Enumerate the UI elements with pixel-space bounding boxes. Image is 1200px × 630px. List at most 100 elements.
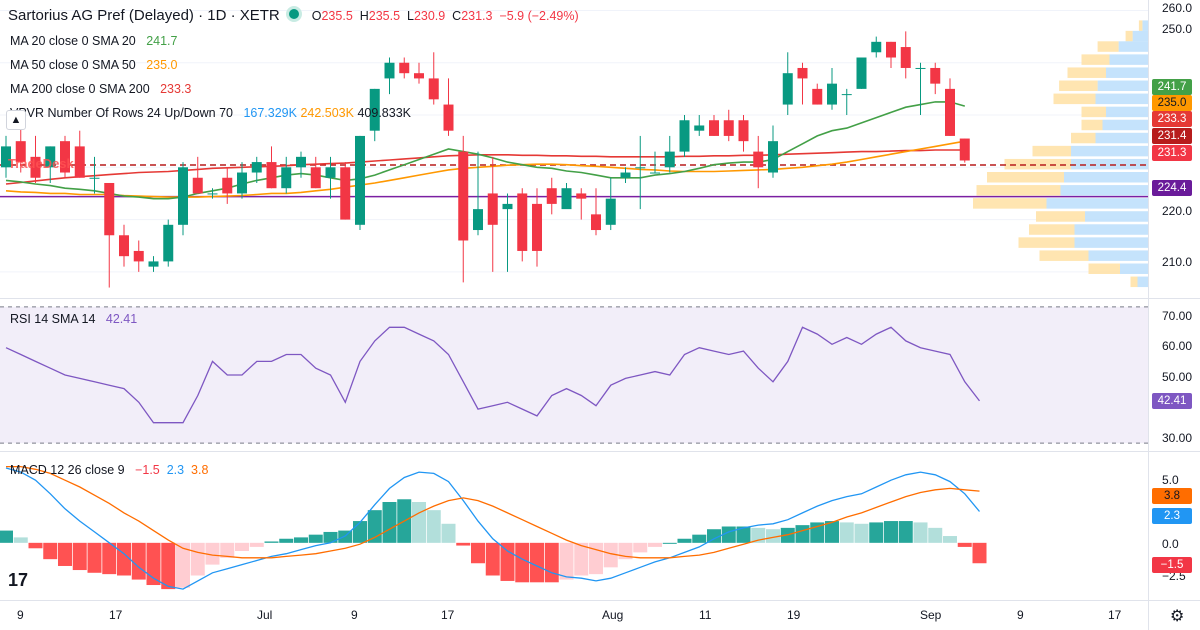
- legend-ma20[interactable]: MA 20 close 0 SMA 20 241.7: [10, 34, 178, 48]
- rsi-tick: 70.00: [1162, 309, 1193, 323]
- candle-body: [369, 88, 380, 131]
- vp-down-bar: [1102, 119, 1148, 131]
- candle-body: [900, 47, 911, 68]
- vp-down-bar: [1118, 41, 1148, 52]
- macd-hist-bar: [176, 542, 190, 588]
- vp-down-bar: [1074, 224, 1148, 235]
- vp-down-bar: [1109, 54, 1148, 65]
- macd-hist-bar: [412, 502, 426, 543]
- vp-up-bar: [1125, 30, 1133, 42]
- macd-hist-bar: [854, 523, 869, 543]
- macd-hist-bar: [58, 542, 72, 566]
- rsi-tick: 30.00: [1162, 431, 1193, 445]
- vp-down-bar: [1074, 237, 1148, 248]
- vp-down-bar: [1120, 263, 1148, 274]
- macd-hist-bar: [43, 542, 58, 560]
- legend-ma50[interactable]: MA 50 close 0 SMA 50 235.0: [10, 58, 178, 72]
- ma50-line: [5, 140, 965, 198]
- time-tick: 17: [109, 608, 123, 622]
- chart-header: Sartorius AG Pref (Delayed) · 1D · XETR O…: [8, 6, 579, 24]
- vp-down-bar: [1060, 185, 1148, 196]
- vp-down-bar: [1106, 67, 1148, 78]
- macd-hist-bar: [928, 527, 943, 543]
- macd-hist-bar: [707, 529, 721, 543]
- vp-up-bar: [1130, 276, 1138, 288]
- candle-body: [546, 188, 557, 204]
- time-tick: 19: [787, 608, 801, 622]
- vp-up-bar: [1067, 67, 1106, 78]
- hline-price-tag: 231.4: [1152, 128, 1192, 144]
- macd-hist-bar: [766, 529, 780, 543]
- macd-hist-bar: [131, 542, 146, 580]
- vp-down-bar: [1142, 20, 1148, 31]
- candle-body: [148, 261, 159, 267]
- vp-up-bar: [1004, 158, 1071, 170]
- candle-body: [133, 250, 144, 262]
- vp-up-bar: [1138, 20, 1143, 31]
- candle-body: [959, 138, 970, 161]
- market-status-dot: [285, 6, 302, 22]
- candle-body: [310, 167, 321, 189]
- vp-up-bar: [1018, 237, 1075, 248]
- macd-hist-bar: [618, 542, 633, 560]
- macd-hist-bar: [943, 536, 957, 543]
- candle-body: [591, 214, 601, 231]
- candle-body: [207, 193, 218, 195]
- candle-body: [45, 146, 56, 168]
- rsi-line: [5, 326, 981, 424]
- legend-vpvr[interactable]: VPVR Number Of Rows 24 Up/Down 70 167.32…: [10, 106, 411, 120]
- macd-hist-bar: [677, 538, 692, 543]
- candle-body: [414, 73, 424, 79]
- macd-hist-bar: [294, 537, 308, 543]
- candle-body: [222, 177, 233, 194]
- settings-gear-icon[interactable]: ⚙: [1170, 608, 1185, 625]
- rsi-tick: 50.00: [1162, 370, 1193, 384]
- legend-ma200[interactable]: MA 200 close 0 SMA 200 233.3: [10, 82, 192, 96]
- macd-hist-bar: [515, 542, 530, 583]
- vp-down-bar: [1046, 198, 1148, 209]
- macd-hist-bar: [869, 522, 884, 543]
- candle-body: [458, 151, 469, 241]
- macd-hist-bar: [898, 521, 913, 543]
- macd-tick: 0.0: [1162, 537, 1179, 551]
- legend-rsi[interactable]: RSI 14 SMA 14 42.41: [10, 312, 138, 326]
- macd-hist-bar: [161, 542, 176, 590]
- macd-hist-bar: [574, 542, 589, 576]
- tradingview-logo-icon[interactable]: 17: [8, 570, 29, 590]
- candle-body: [679, 120, 690, 152]
- candle-body: [502, 203, 513, 210]
- collapse-legend-button[interactable]: ▲: [6, 110, 26, 130]
- time-tick: Sep: [920, 608, 942, 622]
- candle-body: [915, 67, 926, 69]
- macd-hist-bar: [235, 542, 249, 551]
- macd-hist-bar: [117, 542, 131, 576]
- candle-body: [487, 193, 498, 225]
- vp-down-bar: [1132, 30, 1148, 42]
- vp-down-bar: [1095, 132, 1148, 144]
- candle-body: [871, 41, 882, 53]
- candle-body: [237, 172, 247, 194]
- macd-hist-bar: [500, 542, 515, 581]
- symbol-title[interactable]: Sartorius AG Pref (Delayed) · 1D · XETR: [8, 7, 280, 24]
- legend-macd[interactable]: MACD 12 26 close 9 −1.5 2.3 3.8: [10, 463, 209, 477]
- candle-body: [812, 88, 823, 105]
- candle-body: [827, 83, 837, 105]
- time-tick: Aug: [602, 608, 624, 622]
- ma20-price-tag: 241.7: [1152, 79, 1192, 95]
- candle-body: [384, 62, 395, 79]
- vp-up-bar: [1059, 80, 1098, 92]
- macd-hist-bar: [603, 542, 618, 568]
- macd-hist-bar: [471, 542, 485, 564]
- candle-body: [15, 141, 26, 163]
- vp-down-bar: [1085, 211, 1148, 222]
- price-tick: 220.0: [1162, 204, 1193, 218]
- candle-body: [664, 151, 675, 168]
- time-tick: 9: [1017, 608, 1024, 622]
- macd-hist-bar: [382, 502, 397, 543]
- vp-down-bar: [1106, 106, 1148, 118]
- macd-hist-bar: [441, 523, 456, 543]
- macd-hist-bar: [795, 525, 810, 543]
- time-tick: 11: [699, 608, 712, 622]
- candle-body: [856, 57, 867, 89]
- vp-up-bar: [1039, 250, 1089, 261]
